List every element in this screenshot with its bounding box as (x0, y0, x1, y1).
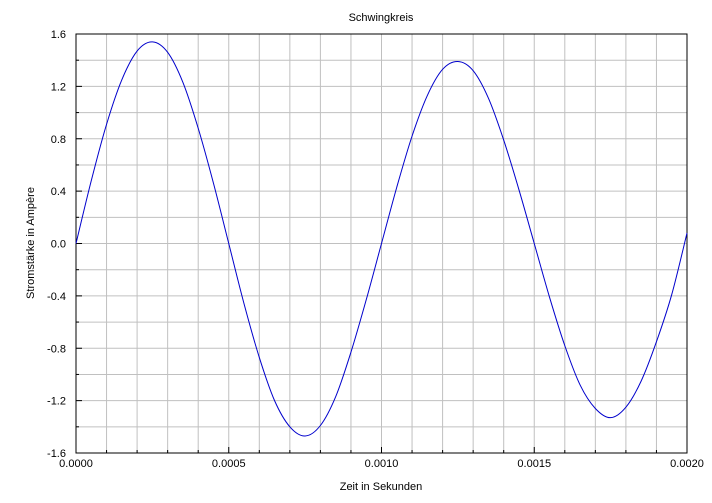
y-tick-labels: -1.6 -1.2 -0.8 -0.4 0.0 0.4 0.8 1.2 1.6 (47, 29, 66, 460)
y-tick-label: 0.0 (51, 239, 66, 251)
x-tick-label: 0.0005 (212, 458, 246, 470)
x-tick-label: 0.0000 (59, 458, 93, 470)
y-tick-label: 0.8 (51, 134, 66, 146)
axis-ticks (76, 59, 657, 453)
y-tick-label: 1.6 (51, 29, 66, 41)
y-tick-label: -1.2 (47, 396, 66, 408)
x-tick-label: 0.0015 (517, 458, 551, 470)
y-axis-label: Stromstärke in Ampère (25, 187, 37, 299)
x-tick-labels: 0.0000 0.0005 0.0010 0.0015 0.0020 (59, 458, 704, 470)
series-line (75, 41, 688, 437)
y-tick-label: -0.4 (47, 291, 66, 303)
y-tick-label: -0.8 (47, 343, 66, 355)
y-tick-label: 1.2 (51, 81, 66, 93)
chart-title: Schwingkreis (349, 12, 414, 24)
y-tick-label: -1.6 (47, 448, 66, 460)
x-tick-label: 0.0020 (670, 458, 704, 470)
x-axis-label: Zeit in Sekunden (340, 481, 423, 493)
chart-grid (76, 34, 687, 453)
x-tick-label: 0.0010 (365, 458, 399, 470)
y-tick-label: 0.4 (51, 186, 66, 198)
